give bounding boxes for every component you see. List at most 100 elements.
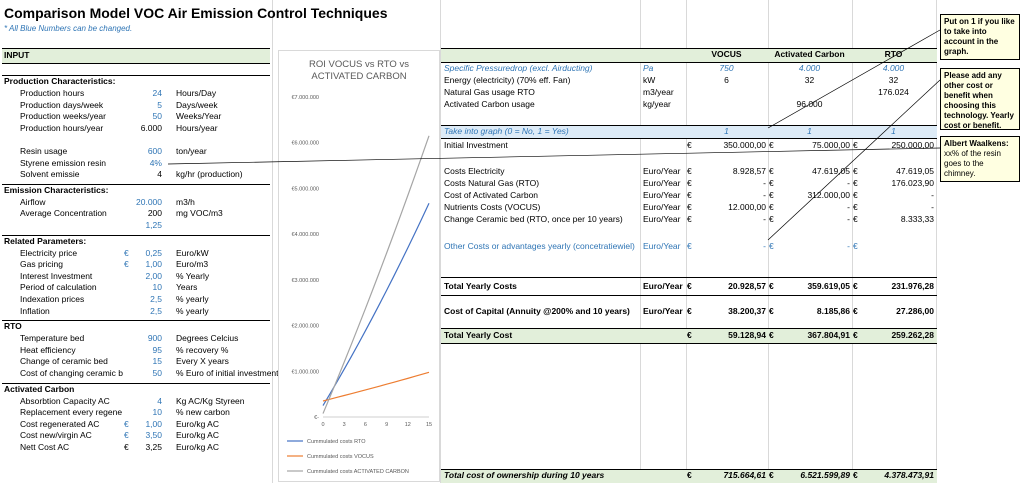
y-tick-label: €4.000.000: [291, 232, 319, 238]
roi-chart: ROI VOCUS vs RTO vs ACTIVATED CARBON €- €…: [278, 50, 440, 482]
param-label: Airflow: [20, 196, 46, 207]
param-unit: Days/week: [176, 99, 218, 110]
currency-symbol: €: [853, 166, 858, 176]
currency-symbol: €: [769, 330, 774, 340]
param-value[interactable]: 50: [152, 111, 162, 122]
row-label: Initial Investment: [444, 140, 508, 150]
value-cell: 8.185,86: [816, 306, 850, 316]
param-unit: Euro/kg AC: [176, 418, 219, 429]
value-cell: 75.000,00: [812, 140, 850, 150]
param-label: Absorbtion Capacity AC: [20, 395, 110, 406]
param-label: Resin usage: [20, 146, 68, 156]
row-label: Costs Natural Gas (RTO): [444, 178, 540, 188]
row-label: Change Ceramic bed (RTO, once per 10 yea…: [444, 214, 623, 224]
param-label: Cost of changing ceramic b: [20, 368, 123, 378]
param-unit: Years: [176, 282, 198, 293]
currency-symbol: €: [853, 306, 858, 316]
param-value[interactable]: 2,5: [150, 294, 162, 304]
value-cell: 367.804,91: [807, 330, 850, 340]
columns-header: [441, 48, 937, 63]
value-cell[interactable]: 4.000: [798, 63, 821, 73]
value-cell[interactable]: -: [847, 241, 850, 251]
row-label: Take into graph (0 = No, 1 = Yes): [444, 126, 569, 136]
y-tick-label: €7.000.000: [291, 95, 319, 101]
value-cell: 8.333,33: [900, 214, 934, 224]
param-value[interactable]: 4%: [149, 157, 162, 168]
currency-symbol: €: [769, 281, 774, 291]
currency-symbol: €: [687, 166, 692, 176]
input-header-label: INPUT: [4, 50, 30, 60]
param-unit: % Euro of initial investment: [176, 368, 279, 378]
value-cell: 4.378.473,91: [884, 470, 934, 480]
param-label: Interest Investment: [20, 270, 93, 281]
param-value[interactable]: 95: [152, 344, 162, 355]
y-tick-label: €6.000.000: [291, 141, 319, 147]
currency-symbol: €: [769, 214, 774, 224]
row-label: Other Costs or advantages yearly (concet…: [444, 241, 635, 251]
value-cell[interactable]: 1: [724, 126, 729, 136]
param-unit: m3/h: [176, 196, 195, 207]
divider: [441, 277, 937, 278]
param-label: Inflation: [20, 305, 50, 316]
value-cell: -: [763, 214, 766, 224]
value-cell: 32: [804, 75, 815, 85]
param-label: Styrene emission resin: [20, 157, 106, 168]
currency-symbol: €: [124, 430, 129, 441]
value-cell: 231.976,28: [891, 281, 934, 291]
param-value[interactable]: 1,00: [145, 259, 162, 270]
param-value[interactable]: 15: [152, 356, 162, 367]
chart-plot: €- €1.000.000 €2.000.000 €3.000.000 €4.000.0…: [287, 95, 432, 475]
param-value[interactable]: 2,5: [150, 305, 162, 316]
param-value[interactable]: 20.000: [136, 196, 162, 207]
currency-symbol: €: [124, 259, 129, 270]
value-cell[interactable]: 1: [891, 126, 896, 136]
param-label: Gas pricing: [20, 259, 63, 270]
param-unit: ton/year: [176, 146, 207, 156]
section-title: RTO: [4, 321, 22, 332]
param-value[interactable]: 4: [157, 395, 162, 406]
value-cell: -: [763, 190, 766, 200]
comment-graph: Put on 1 if you like to take into accoun…: [940, 14, 1020, 60]
legend-label: Cummulated costs VOCUS: [307, 454, 374, 460]
param-value[interactable]: 10: [152, 407, 162, 418]
value-cell[interactable]: 1: [807, 126, 812, 136]
param-value[interactable]: 5: [157, 99, 162, 110]
param-value[interactable]: 2,00: [145, 270, 162, 281]
value-cell[interactable]: 4.000: [882, 63, 905, 73]
value-cell[interactable]: -: [763, 241, 766, 251]
comment-resin: Albert Waalkens: xx% of the resin goes to…: [940, 136, 1020, 182]
x-tick-label: 6: [364, 422, 367, 428]
param-unit: Euro/m3: [176, 259, 209, 270]
value-cell[interactable]: 750: [719, 63, 734, 73]
param-value[interactable]: 1,00: [145, 418, 162, 429]
param-unit: Euro/kg AC: [176, 442, 219, 452]
value-cell: 715.664,61: [723, 470, 766, 480]
param-value[interactable]: 0,25: [145, 247, 162, 258]
currency-symbol: €: [687, 470, 692, 480]
currency-symbol: €: [124, 418, 129, 429]
value-cell: -: [847, 202, 850, 212]
currency-symbol: €: [853, 470, 858, 480]
param-label: Production hours: [20, 88, 85, 98]
param-value: 3,25: [145, 442, 162, 452]
param-value[interactable]: 600: [147, 146, 162, 156]
param-value[interactable]: 3,50: [145, 430, 162, 441]
row-label: Activated Carbon usage: [444, 99, 535, 109]
value-cell: 312.000,00: [807, 190, 850, 200]
section-title: Activated Carbon: [4, 383, 75, 394]
param-value[interactable]: 10: [152, 282, 162, 293]
section-title: Emission Characteristics:: [4, 184, 109, 195]
currency-symbol: €: [687, 190, 692, 200]
param-unit: % Yearly: [176, 270, 210, 281]
currency-symbol: €: [769, 140, 774, 150]
param-value[interactable]: 1,25: [145, 220, 162, 230]
currency-symbol: €: [769, 202, 774, 212]
param-unit: % recovery %: [176, 344, 229, 355]
param-value[interactable]: 24: [152, 88, 162, 98]
section-divider: [2, 382, 270, 384]
param-value[interactable]: 50: [152, 368, 162, 378]
param-value: 6.000: [140, 122, 162, 133]
param-value[interactable]: 900: [147, 333, 162, 344]
currency-symbol: €: [687, 214, 692, 224]
